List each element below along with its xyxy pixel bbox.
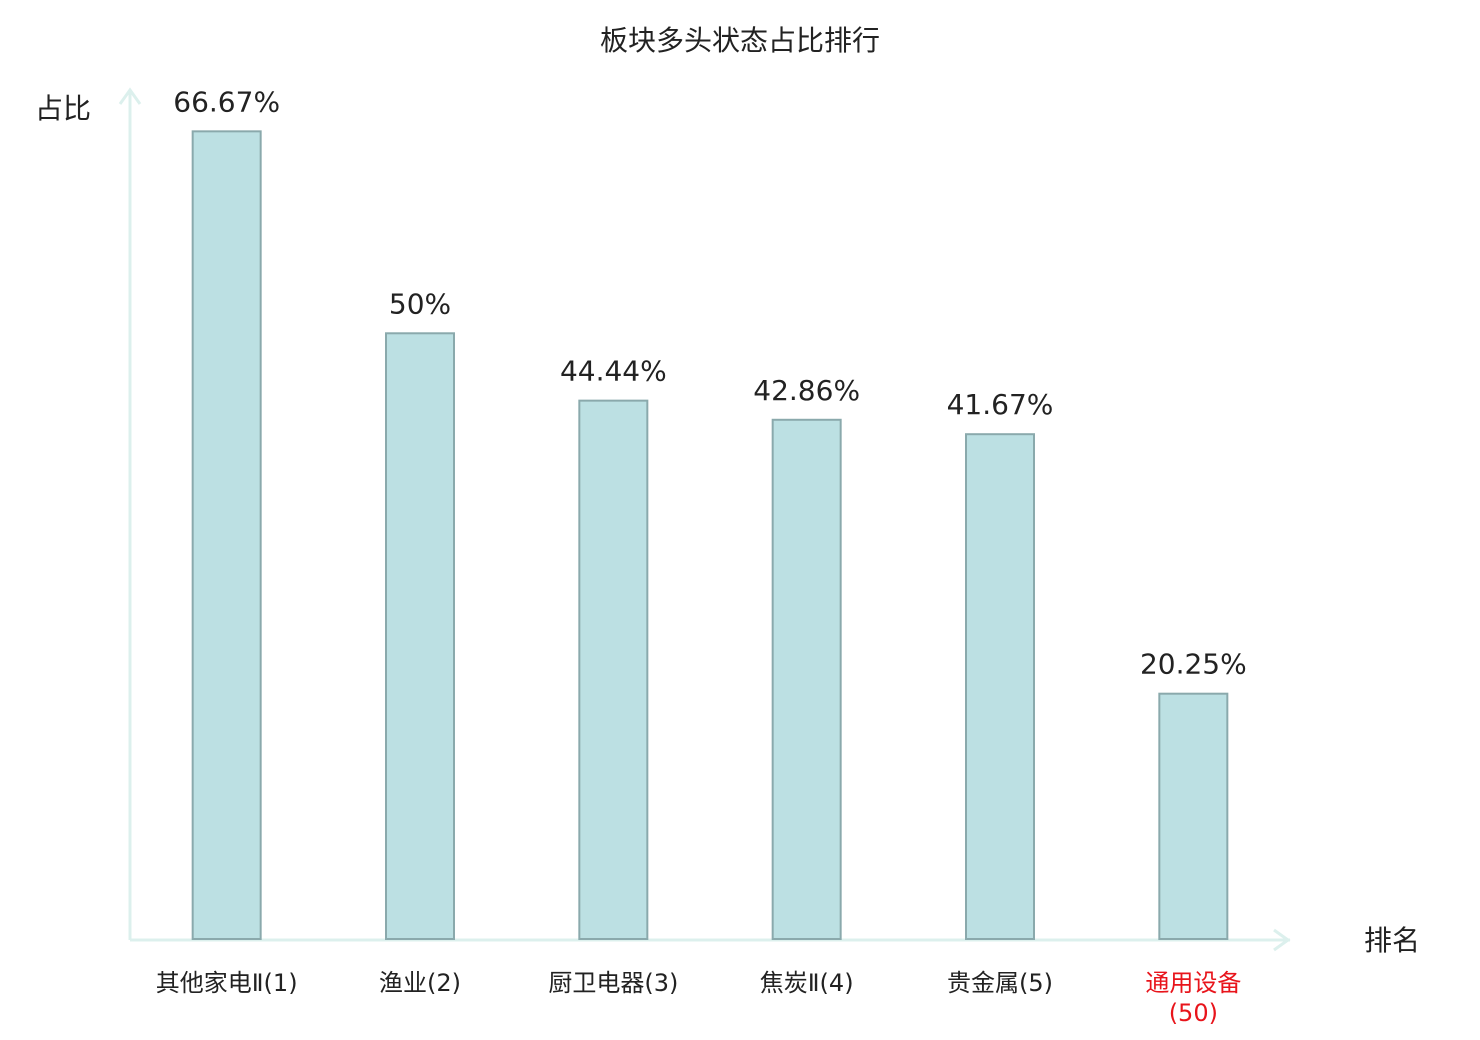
x-tick-label: 厨卫电器(3) <box>548 969 679 997</box>
y-axis-arrow <box>118 87 142 105</box>
bar <box>191 130 262 940</box>
value-label: 20.25% <box>1140 648 1247 681</box>
x-axis-arrow <box>1273 928 1291 952</box>
bar <box>965 433 1035 940</box>
axes <box>118 87 1291 952</box>
value-label: 42.86% <box>753 374 860 407</box>
bar <box>1158 692 1229 941</box>
x-tick-label: 渔业(2) <box>379 969 461 997</box>
x-tick-label: 通用设备(50) <box>1145 969 1242 1027</box>
y-axis-label: 占比 <box>35 92 91 125</box>
value-label: 50% <box>389 287 451 320</box>
x-axis-label: 排名 <box>1364 924 1420 957</box>
bar <box>385 332 455 940</box>
x-tick-label: 贵金属(5) <box>947 969 1053 997</box>
x-tick-label: 其他家电Ⅱ(1) <box>155 969 298 997</box>
value-label: 66.67% <box>173 85 280 118</box>
value-label: 41.67% <box>947 388 1054 421</box>
bar <box>578 399 649 941</box>
x-tick-label: 焦炭Ⅱ(4) <box>759 969 854 997</box>
chart-title: 板块多头状态占比排行 <box>600 24 880 57</box>
bar <box>771 418 842 940</box>
value-label: 44.44% <box>560 355 667 388</box>
